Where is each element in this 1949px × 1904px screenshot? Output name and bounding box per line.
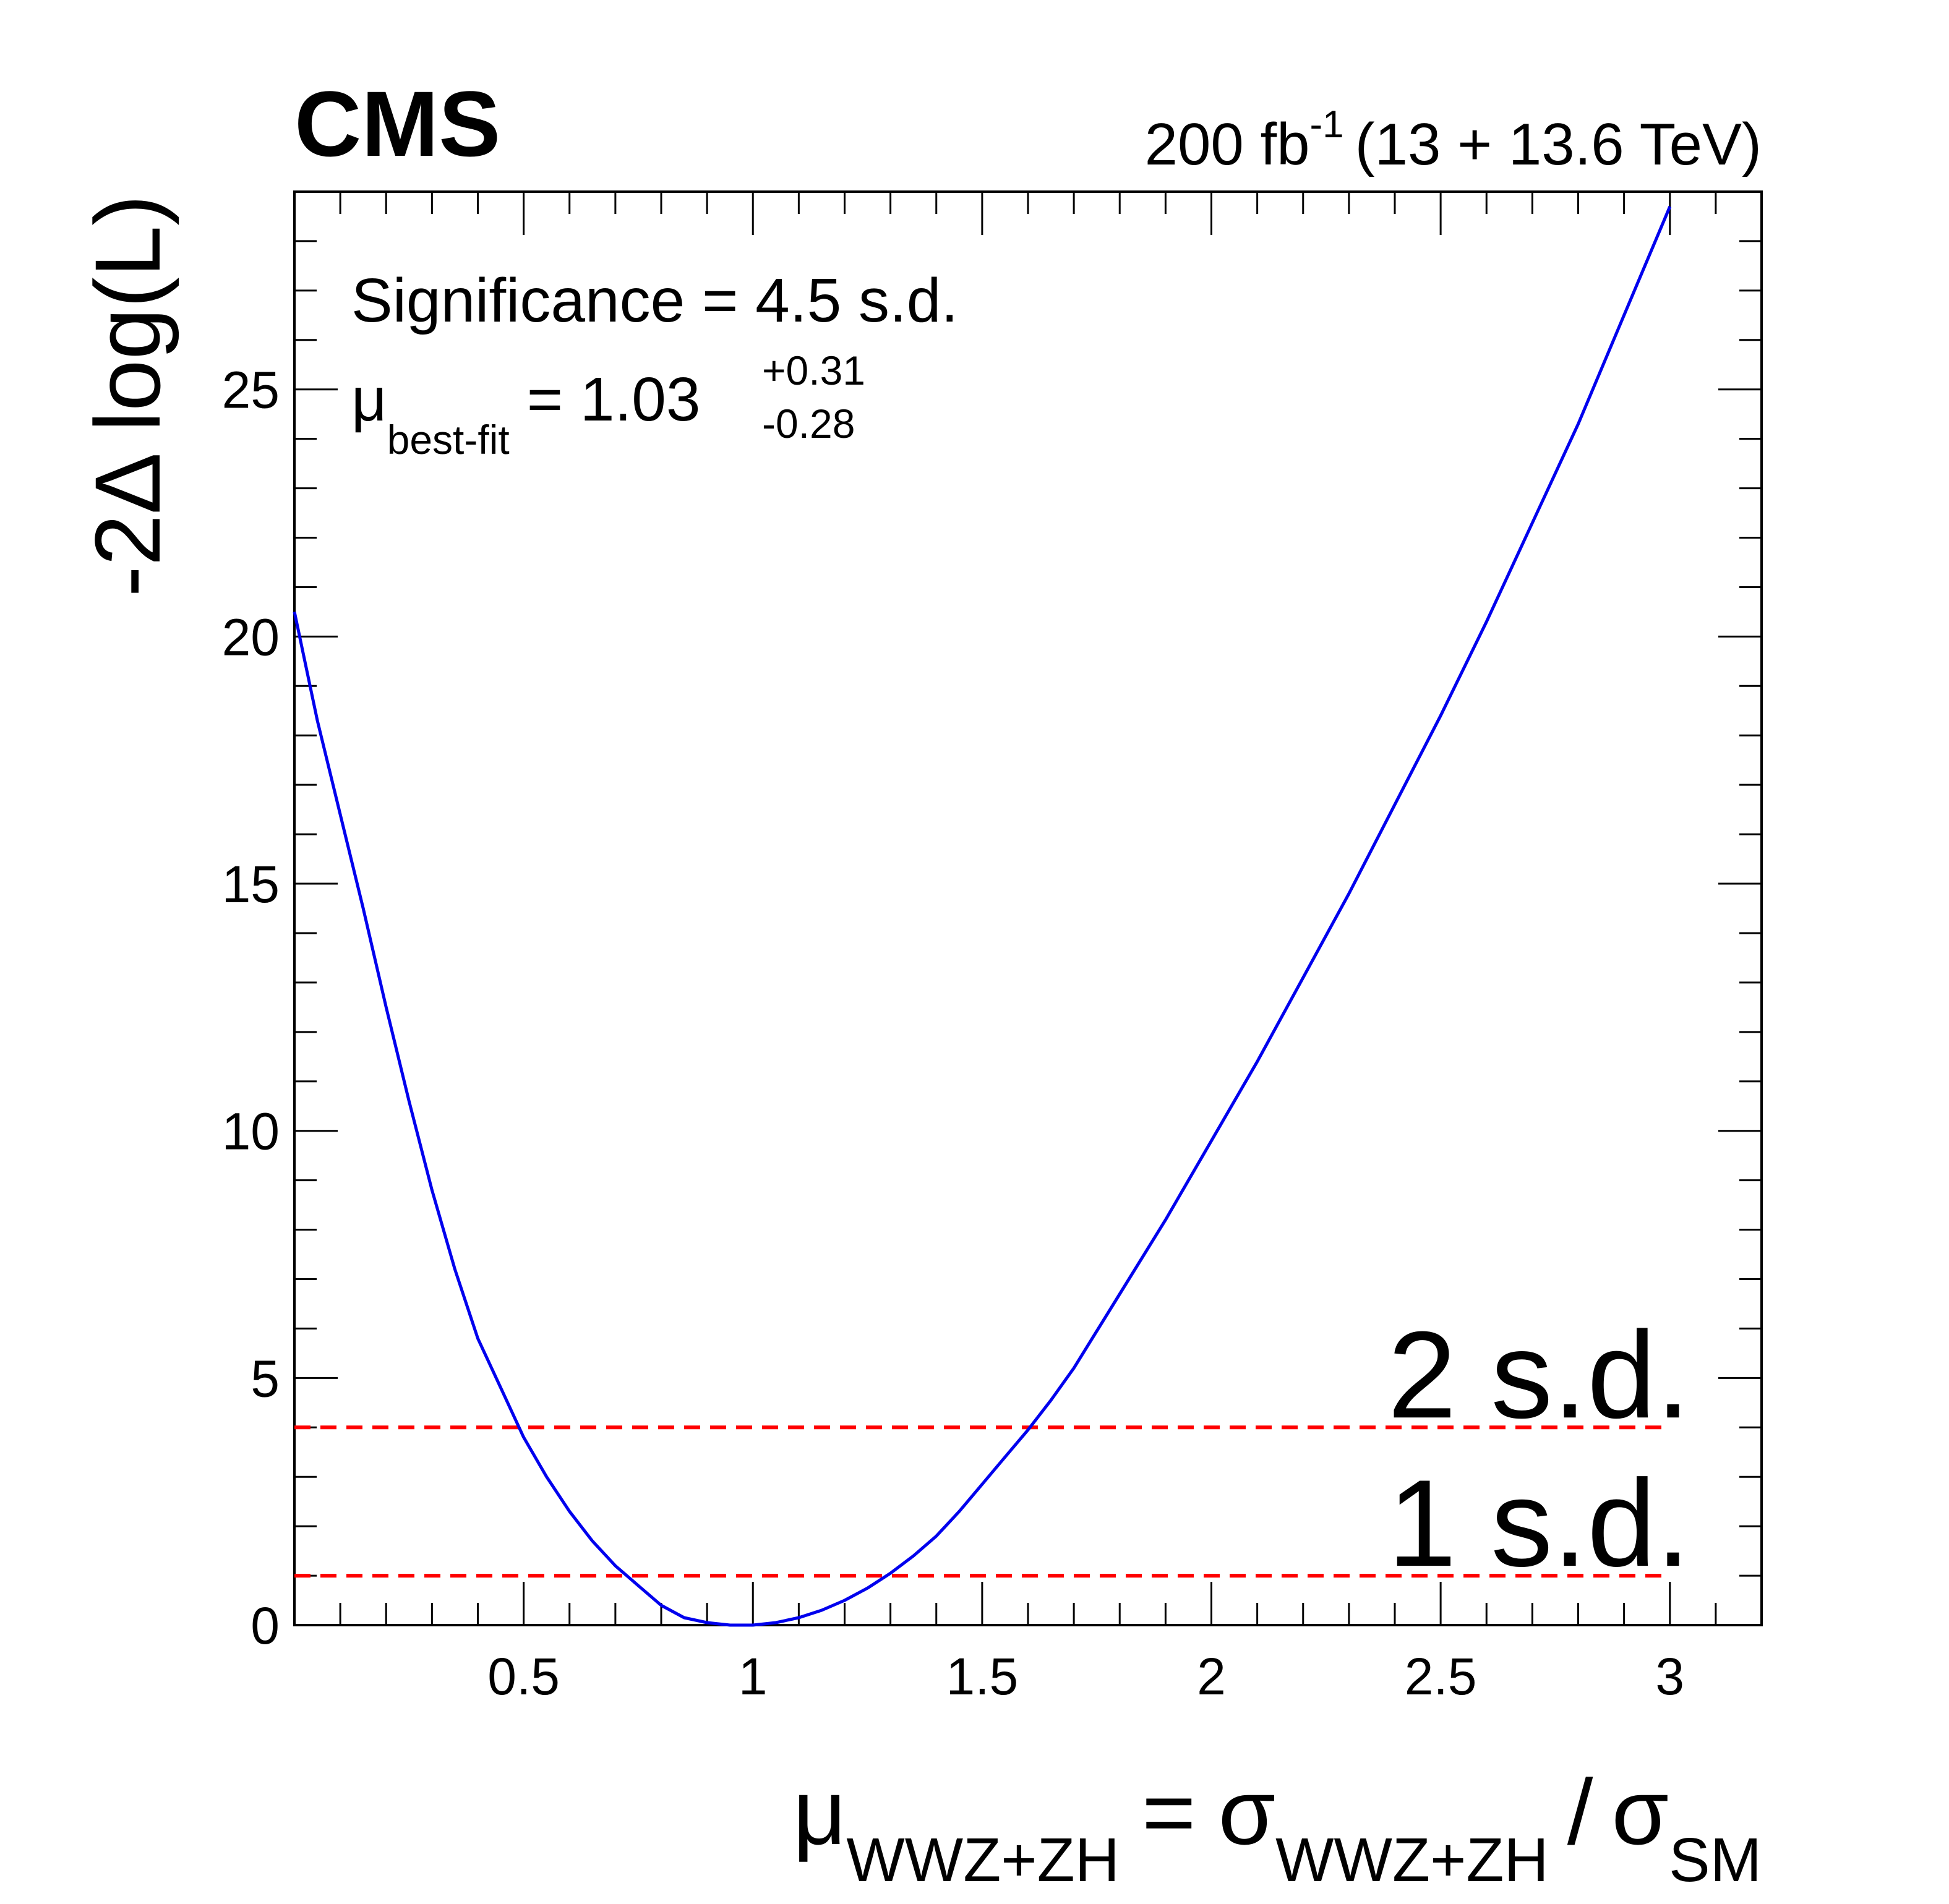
x-label-sigma1: σ: [1219, 1760, 1276, 1864]
mu-error-up: +0.31: [762, 348, 865, 393]
x-label-sigma2-subscript: SM: [1669, 1825, 1762, 1895]
x-label-mu: μ: [793, 1760, 846, 1864]
x-tick-label: 1.5: [946, 1647, 1018, 1705]
y-tick-label: 0: [251, 1597, 280, 1655]
reference-line-label: 1 s.d.: [1388, 1454, 1690, 1592]
x-label-sigma2: σ: [1611, 1760, 1669, 1864]
x-tick-label: 3: [1655, 1647, 1684, 1705]
luminosity-value: 200 fb: [1145, 111, 1310, 177]
mu-symbol: μ: [351, 365, 387, 434]
y-tick-label: 25: [222, 361, 280, 419]
significance-annotation: Significance = 4.5 s.d.: [351, 266, 958, 335]
luminosity-exponent: -1: [1310, 103, 1344, 146]
best-fit-annotation: μbest-fit = 1.03: [351, 365, 701, 463]
mu-subscript: best-fit: [387, 417, 510, 463]
luminosity-energy: (13 + 13.6 TeV): [1355, 111, 1762, 177]
y-axis-ticks: 0 5 10 15 20 25: [222, 240, 1762, 1655]
likelihood-curve: [293, 206, 1672, 1627]
x-tick-label: 1: [739, 1647, 768, 1705]
x-label-slash: /: [1567, 1760, 1593, 1864]
y-tick-label: 10: [222, 1103, 280, 1161]
x-tick-label: 0.5: [487, 1647, 560, 1705]
series-layer: [293, 206, 1672, 1627]
x-tick-label: 2.5: [1405, 1647, 1477, 1705]
reference-line-label: 2 s.d.: [1388, 1306, 1690, 1444]
luminosity-label: 200 fb-1 (13 + 13.6 TeV): [1145, 103, 1762, 177]
x-label-mu-subscript: WWZ+ZH: [846, 1825, 1120, 1895]
reference-lines: 1 s.d.2 s.d.: [294, 1306, 1690, 1592]
experiment-label: CMS: [294, 72, 500, 176]
y-tick-label: 20: [222, 608, 280, 666]
mu-error-down: -0.28: [762, 401, 855, 446]
x-tick-label: 2: [1197, 1647, 1226, 1705]
x-axis-ticks: 0.5 1 1.5 2 2.5 3: [339, 192, 1763, 1705]
y-tick-label: 5: [251, 1349, 280, 1407]
x-axis-label: μWWZ+ZH = σWWZ+ZH / σSM: [793, 1760, 1762, 1895]
x-label-sigma1-subscript: WWZ+ZH: [1275, 1825, 1549, 1895]
mu-value: = 1.03: [527, 365, 701, 434]
y-axis-label: -2Δ log(L): [75, 195, 179, 597]
x-label-equals: =: [1142, 1760, 1196, 1864]
y-tick-label: 15: [222, 855, 280, 913]
